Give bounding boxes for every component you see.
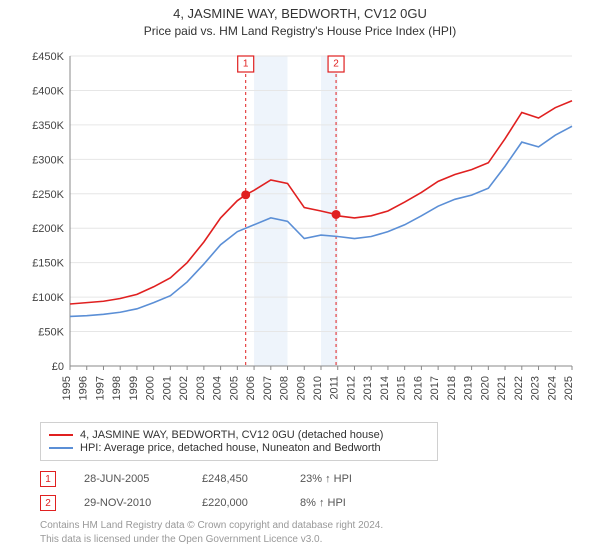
footer-licence: This data is licensed under the Open Gov…: [40, 533, 600, 547]
svg-text:2001: 2001: [161, 376, 173, 400]
svg-text:2005: 2005: [228, 376, 240, 400]
table-row: 2 29-NOV-2010 £220,000 8% ↑ HPI: [40, 495, 600, 511]
page-subtitle: Price paid vs. HM Land Registry's House …: [0, 24, 600, 38]
sale-price: £248,450: [202, 473, 272, 485]
svg-text:2021: 2021: [496, 376, 508, 400]
svg-text:1997: 1997: [94, 376, 106, 400]
svg-text:£100K: £100K: [32, 292, 64, 304]
svg-text:£450K: £450K: [32, 51, 64, 63]
svg-text:£400K: £400K: [32, 85, 64, 97]
sale-marker-icon: 1: [40, 471, 56, 487]
legend-item: HPI: Average price, detached house, Nune…: [49, 442, 429, 454]
sale-hpi: 23% ↑ HPI: [300, 473, 380, 485]
svg-text:2011: 2011: [329, 376, 341, 400]
svg-text:2009: 2009: [295, 376, 307, 400]
svg-text:2023: 2023: [530, 376, 542, 400]
svg-text:2017: 2017: [429, 376, 441, 400]
sale-date: 28-JUN-2005: [84, 473, 174, 485]
svg-text:2016: 2016: [412, 376, 424, 400]
svg-text:2019: 2019: [463, 376, 475, 400]
legend-swatch: [49, 447, 73, 449]
legend: 4, JASMINE WAY, BEDWORTH, CV12 0GU (deta…: [40, 422, 438, 461]
svg-text:1998: 1998: [111, 376, 123, 400]
svg-text:2020: 2020: [479, 376, 491, 400]
svg-text:2007: 2007: [262, 376, 274, 400]
legend-item: 4, JASMINE WAY, BEDWORTH, CV12 0GU (deta…: [49, 429, 429, 441]
svg-text:2003: 2003: [195, 376, 207, 400]
svg-text:£200K: £200K: [32, 223, 64, 235]
legend-swatch: [49, 434, 73, 436]
sales-table: 1 28-JUN-2005 £248,450 23% ↑ HPI 2 29-NO…: [40, 471, 600, 511]
svg-text:1995: 1995: [61, 376, 73, 400]
legend-label: 4, JASMINE WAY, BEDWORTH, CV12 0GU (deta…: [80, 429, 383, 441]
page-title: 4, JASMINE WAY, BEDWORTH, CV12 0GU: [0, 6, 600, 21]
footer-copyright: Contains HM Land Registry data © Crown c…: [40, 519, 600, 533]
sale-date: 29-NOV-2010: [84, 497, 174, 509]
svg-text:2000: 2000: [145, 376, 157, 400]
svg-text:£150K: £150K: [32, 258, 64, 270]
svg-text:2004: 2004: [212, 376, 224, 400]
sale-price: £220,000: [202, 497, 272, 509]
svg-text:2014: 2014: [379, 376, 391, 400]
price-chart: £0 £50K £100K £150K £200K £250K £300K £350K £400…: [24, 46, 584, 416]
svg-text:£250K: £250K: [32, 189, 64, 201]
svg-text:2013: 2013: [362, 376, 374, 400]
svg-text:2025: 2025: [563, 376, 575, 400]
footer: Contains HM Land Registry data © Crown c…: [40, 519, 600, 546]
svg-text:2010: 2010: [312, 376, 324, 400]
svg-text:1: 1: [243, 59, 249, 70]
svg-text:£350K: £350K: [32, 120, 64, 132]
svg-text:£300K: £300K: [32, 154, 64, 166]
svg-text:2024: 2024: [546, 376, 558, 400]
sale-hpi: 8% ↑ HPI: [300, 497, 380, 509]
legend-label: HPI: Average price, detached house, Nune…: [80, 442, 381, 454]
svg-text:2006: 2006: [245, 376, 257, 400]
svg-text:2018: 2018: [446, 376, 458, 400]
svg-text:1996: 1996: [78, 376, 90, 400]
svg-text:1999: 1999: [128, 376, 140, 400]
svg-text:2002: 2002: [178, 376, 190, 400]
svg-text:£50K: £50K: [38, 327, 64, 339]
sale-marker-icon: 2: [40, 495, 56, 511]
svg-text:2008: 2008: [279, 376, 291, 400]
svg-text:2012: 2012: [345, 376, 357, 400]
svg-text:2: 2: [333, 59, 339, 70]
svg-text:2022: 2022: [513, 376, 525, 400]
svg-text:2015: 2015: [396, 376, 408, 400]
svg-text:£0: £0: [52, 361, 64, 373]
table-row: 1 28-JUN-2005 £248,450 23% ↑ HPI: [40, 471, 600, 487]
